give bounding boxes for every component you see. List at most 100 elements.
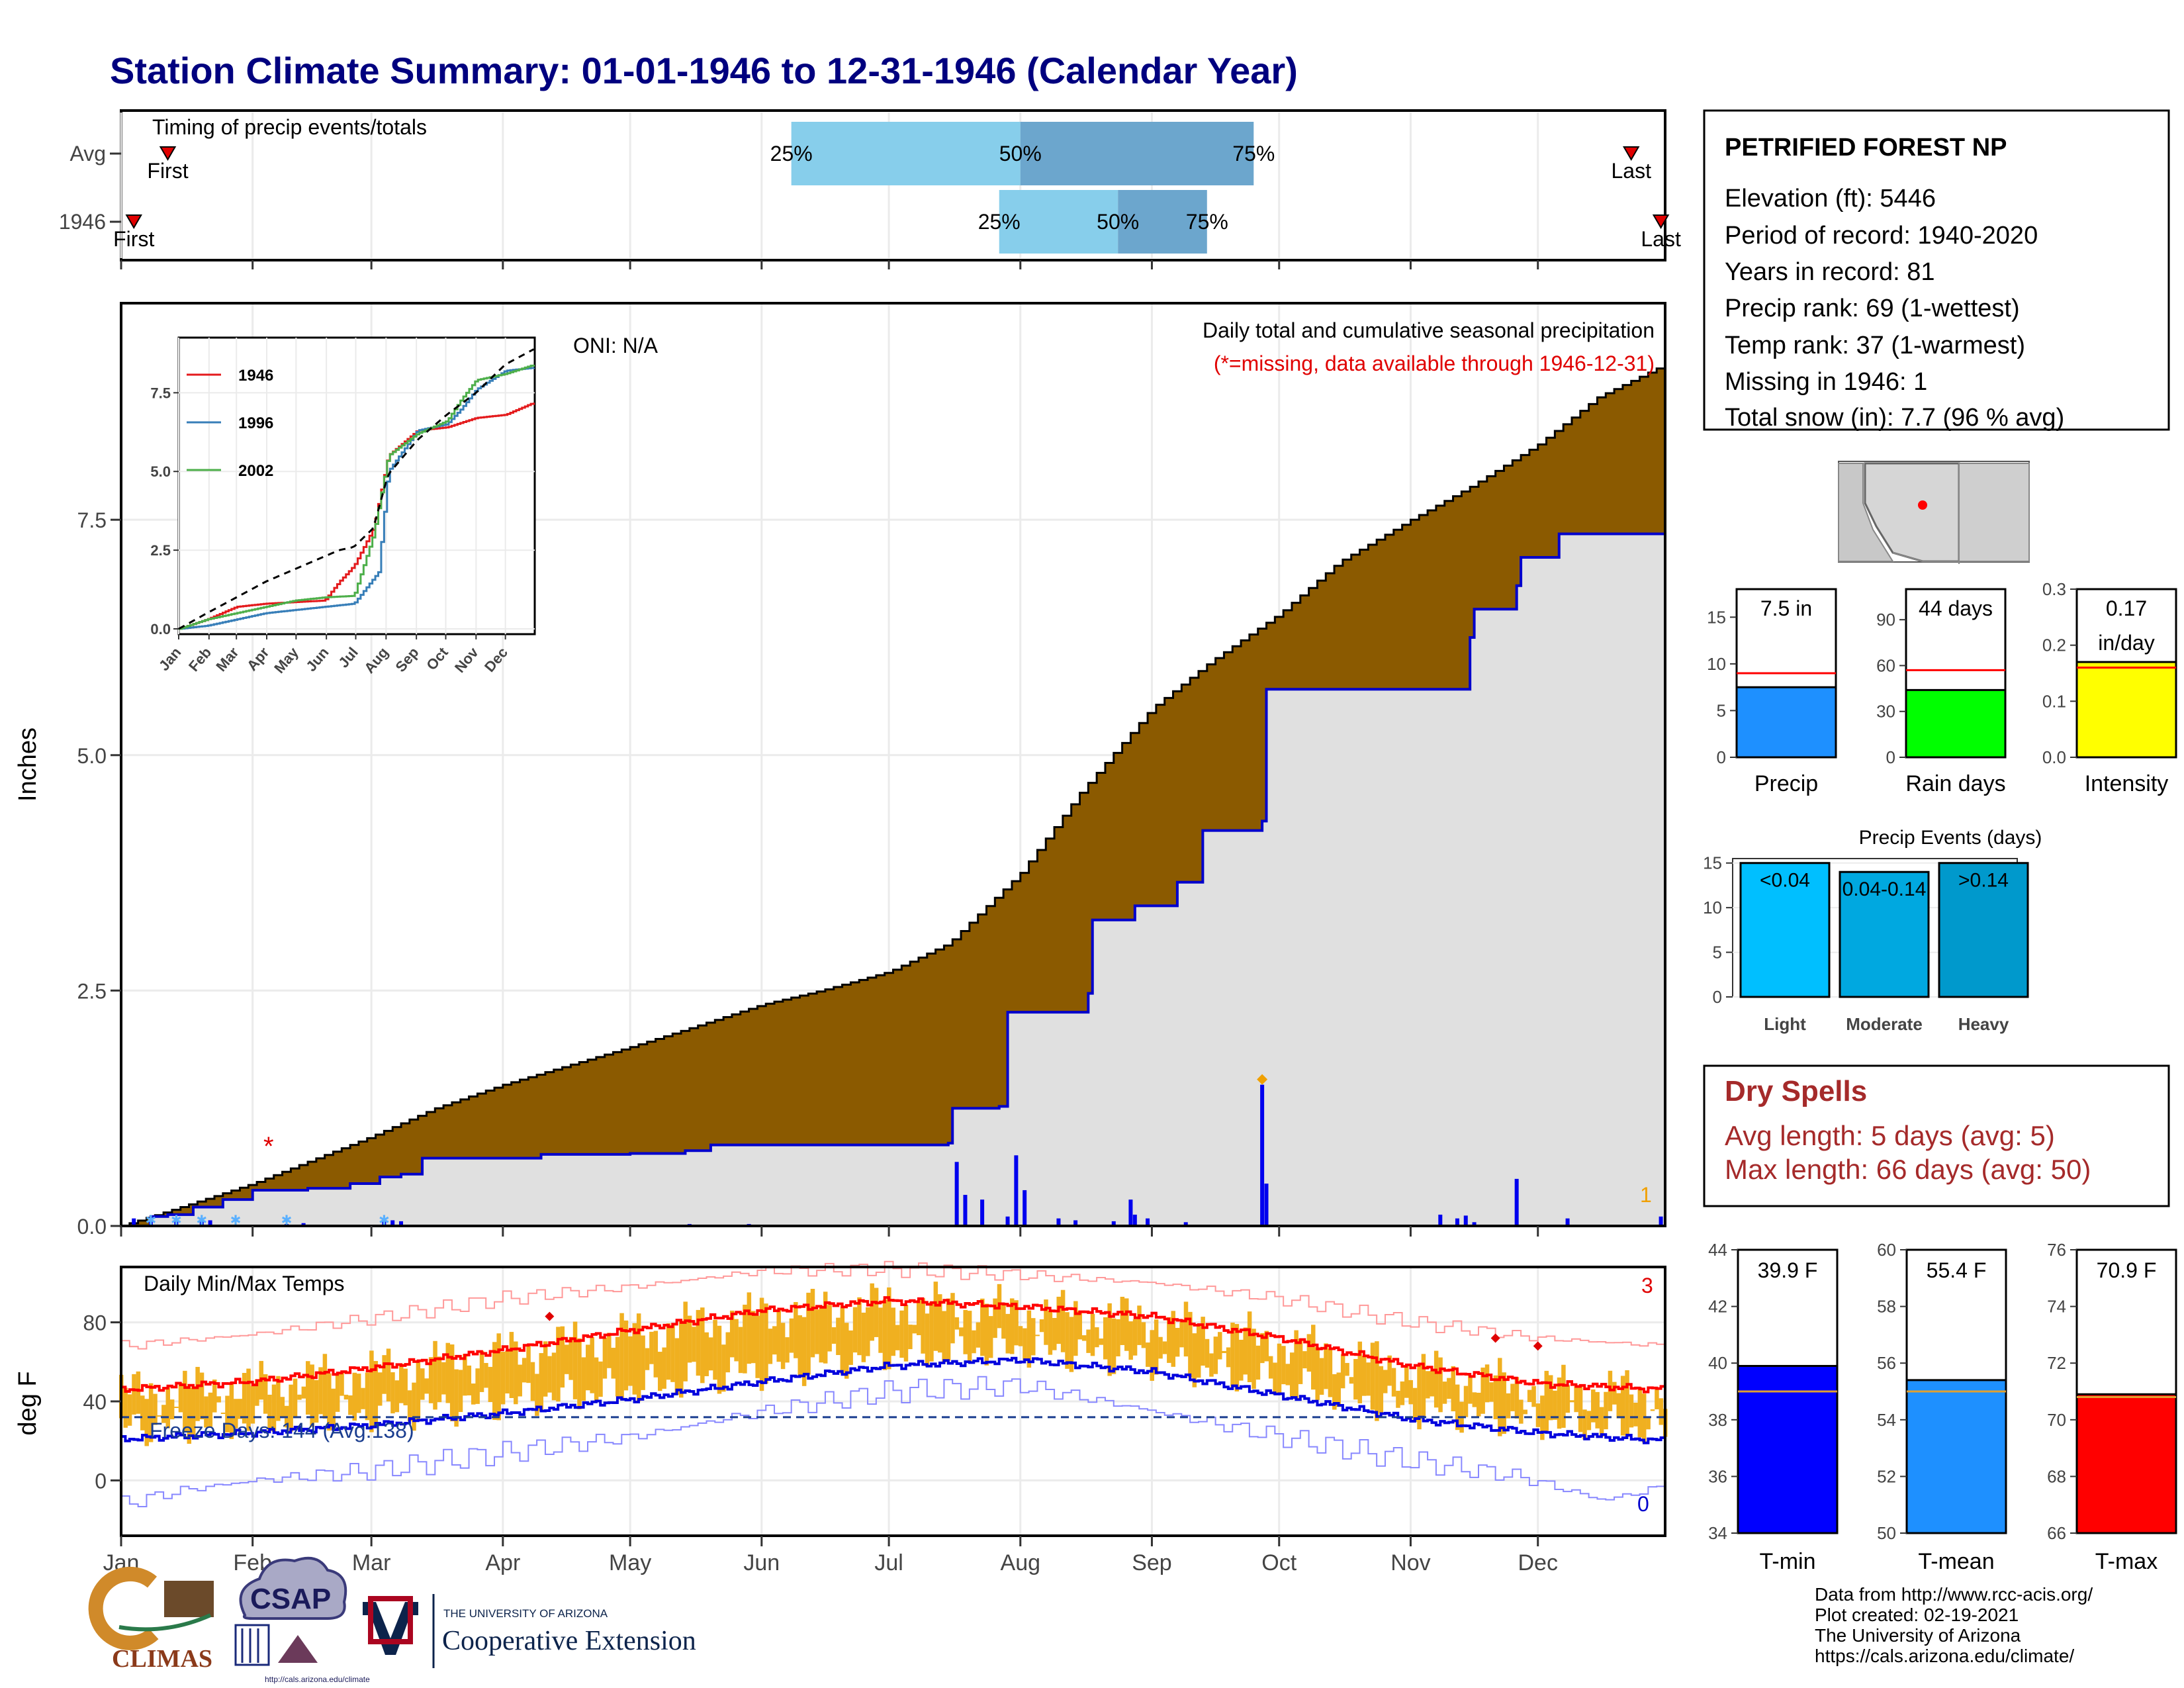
temp-daily-bar — [1146, 1342, 1150, 1367]
temp-daily-bar — [157, 1415, 162, 1417]
temp-daily-bar — [263, 1374, 268, 1414]
temp-daily-bar — [488, 1366, 493, 1403]
temp-daily-bar — [340, 1372, 344, 1396]
temp-daily-bar — [607, 1333, 612, 1368]
dry-spells-box: Dry Spells Avg length: 5 days (avg: 5) M… — [1703, 1064, 2170, 1207]
temp-daily-bar — [199, 1372, 205, 1420]
temp-daily-bar — [738, 1327, 743, 1374]
temp-daily-bar — [988, 1316, 993, 1358]
temp-daily-bar — [819, 1307, 824, 1363]
temp-daily-bar — [1379, 1366, 1384, 1413]
mini-bar-fill — [1735, 686, 1837, 759]
temp-daily-bar — [878, 1307, 883, 1353]
temp-daily-bar — [1141, 1322, 1146, 1348]
temp-daily-bar — [335, 1374, 340, 1412]
temp-daily-bar — [967, 1311, 972, 1362]
temp-daily-bar — [1604, 1391, 1608, 1430]
temp-daily-bar — [840, 1305, 845, 1375]
temp-daily-bar — [369, 1350, 374, 1432]
temp-daily-bar — [348, 1395, 353, 1415]
precip-daily-bar — [1146, 1218, 1150, 1226]
temp-daily-bar — [1476, 1392, 1481, 1417]
temp-daily-bar — [123, 1387, 128, 1428]
temp-bar-label: T-max — [2095, 1549, 2158, 1574]
temp-daily-bar — [1480, 1367, 1485, 1414]
mini-bar-fill — [1905, 688, 2007, 759]
temp-daily-bar — [136, 1371, 141, 1414]
temp-daily-bar — [475, 1368, 480, 1404]
temp-daily-bar — [1391, 1368, 1396, 1397]
temp-daily-bar — [208, 1392, 213, 1427]
temp-bar-y-tick-label: 40 — [1708, 1353, 1727, 1373]
temp-daily-bar — [449, 1344, 455, 1422]
month-x-axis: Jan Feb Mar Apr May Jun Jul Aug Sep Oct Nov Dec — [103, 260, 1558, 1575]
temp-bar-y-tick-label: 50 — [1877, 1523, 1896, 1543]
temp-daily-bar — [1044, 1299, 1048, 1345]
temp-daily-bar — [1230, 1323, 1235, 1387]
temp-daily-bar — [420, 1368, 425, 1400]
temp-daily-bar — [1120, 1297, 1125, 1345]
temp-daily-bar — [509, 1332, 514, 1398]
temp-daily-bar — [861, 1312, 866, 1362]
temp-daily-bar — [161, 1405, 166, 1423]
temp-daily-bar — [492, 1342, 497, 1421]
temp-daily-bar — [1132, 1319, 1138, 1356]
inset-legend: 1946 1996 2002 — [187, 367, 273, 480]
temp-daily-bar — [551, 1352, 557, 1401]
temp-daily-bar — [403, 1368, 408, 1405]
temp-bar-y-tick-label: 44 — [1708, 1240, 1727, 1260]
events-bar-value-label: 0.04-0.14 — [1843, 878, 1927, 900]
temp-daily-bar — [1192, 1333, 1197, 1387]
temp-daily-bar — [1302, 1351, 1307, 1369]
temp-daily-bar — [785, 1337, 790, 1363]
temp-daily-bar — [1433, 1350, 1439, 1408]
temp-grid — [120, 1267, 1665, 1536]
temp-y-label: deg F — [14, 1371, 42, 1435]
location-map — [1838, 461, 2030, 564]
temp-daily-bar — [1447, 1378, 1451, 1399]
precip-daily-bar — [1073, 1220, 1078, 1226]
mini-bar-label: Precip — [1754, 771, 1818, 796]
temp-daily-bar — [165, 1387, 171, 1429]
temp-daily-bar — [564, 1344, 569, 1374]
snow-marker: ✱ — [379, 1212, 390, 1228]
temp-daily-bar — [153, 1393, 158, 1425]
temp-bar-y-tick-label: 52 — [1877, 1466, 1896, 1486]
temp-daily-bar — [1595, 1391, 1600, 1429]
temp-daily-bar — [895, 1325, 900, 1350]
inset-legend-label: 2002 — [238, 462, 273, 480]
temp-daily-bar — [1616, 1393, 1621, 1419]
mini-bar-label: Rain days — [1905, 771, 2005, 796]
temp-daily-bar — [539, 1353, 544, 1411]
temp-daily-bar — [1408, 1380, 1413, 1405]
timing-bar-upper — [1118, 190, 1207, 254]
temp-daily-bar — [602, 1337, 608, 1379]
precip-daily-bar — [1264, 1183, 1269, 1226]
inset-series-line — [179, 364, 535, 630]
mini-bar-y-tick-label: 0 — [1717, 747, 1726, 767]
temp-daily-bar — [801, 1317, 807, 1386]
temp-bar-label: T-mean — [1918, 1549, 1994, 1574]
precip-daily-bar — [301, 1223, 306, 1226]
temp-daily-bar — [1514, 1377, 1520, 1419]
temp-daily-bar — [1553, 1390, 1557, 1420]
timing-pct-label: 75% — [1232, 142, 1275, 165]
temp-daily-bar — [1183, 1301, 1189, 1357]
temp-bar-fill — [1905, 1379, 2007, 1534]
temp-daily-bar — [641, 1335, 645, 1390]
station-line: Years in record: 81 — [1725, 258, 1935, 286]
inset-grid — [178, 338, 535, 634]
temp-daily-bar — [1294, 1330, 1298, 1399]
precip-y-tick-label: 7.5 — [77, 508, 107, 532]
temp-daily-bar — [734, 1319, 739, 1362]
temp-daily-bar — [1510, 1383, 1515, 1411]
temp-daily-bar — [687, 1315, 692, 1363]
temp-daily-bar — [246, 1368, 251, 1431]
temp-daily-bar — [1150, 1330, 1154, 1381]
mini-bar-y-tick-label: 60 — [1876, 655, 1895, 675]
timing-pct-label: 25% — [770, 142, 813, 165]
temp-daily-bar — [1116, 1319, 1120, 1357]
temp-daily-bar — [831, 1327, 837, 1344]
snow-marker: ✱ — [281, 1212, 293, 1228]
